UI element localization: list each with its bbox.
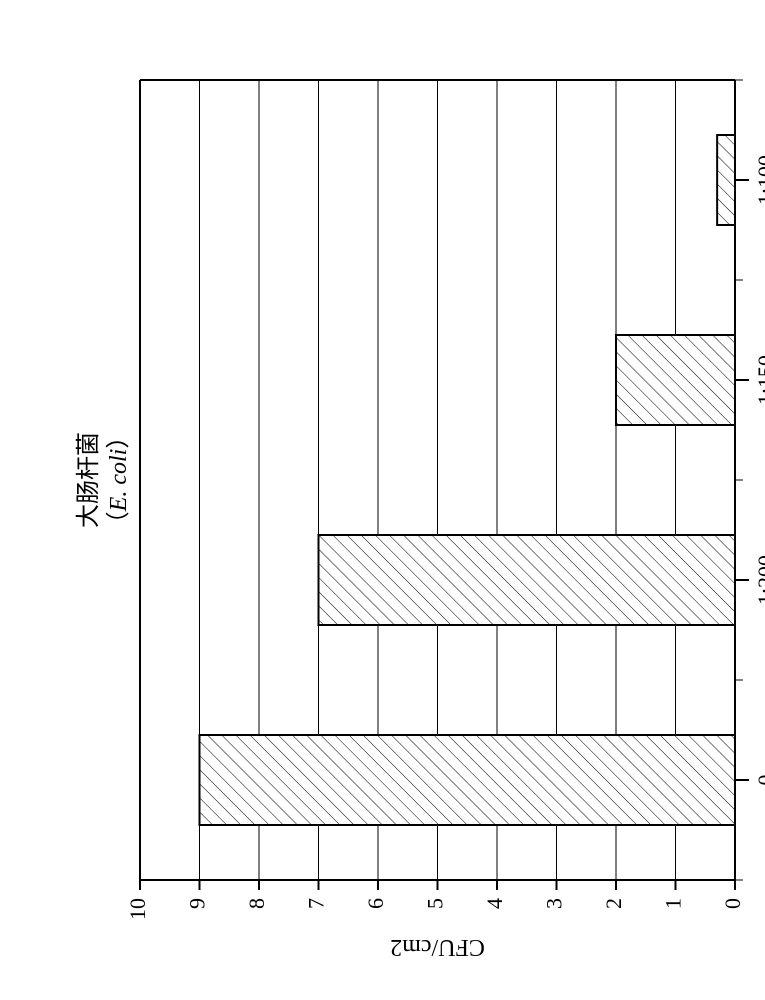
chart-container: 01234567891001:2001:1501:100CFU/cm2Citro… xyxy=(0,0,765,1000)
svg-text:1:100: 1:100 xyxy=(753,155,765,205)
svg-text:9: 9 xyxy=(185,898,210,909)
svg-text:8: 8 xyxy=(244,898,269,909)
svg-text:4: 4 xyxy=(482,898,507,909)
svg-text:大肠杆菌: 大肠杆菌 xyxy=(75,432,102,528)
svg-text:1:200: 1:200 xyxy=(753,555,765,605)
svg-text:（E. coli）: （E. coli） xyxy=(106,425,132,536)
svg-text:5: 5 xyxy=(423,898,448,909)
svg-text:3: 3 xyxy=(542,898,567,909)
svg-text:1:150: 1:150 xyxy=(753,355,765,405)
svg-text:CFU/cm2: CFU/cm2 xyxy=(390,934,485,960)
svg-text:0: 0 xyxy=(720,898,745,909)
bar-chart: 01234567891001:2001:1501:100CFU/cm2Citro… xyxy=(0,0,765,1000)
svg-text:2: 2 xyxy=(601,898,626,909)
svg-text:1: 1 xyxy=(661,898,686,909)
svg-text:7: 7 xyxy=(304,898,329,909)
svg-text:10: 10 xyxy=(125,898,150,920)
svg-text:6: 6 xyxy=(363,898,388,909)
svg-text:0: 0 xyxy=(753,775,765,786)
